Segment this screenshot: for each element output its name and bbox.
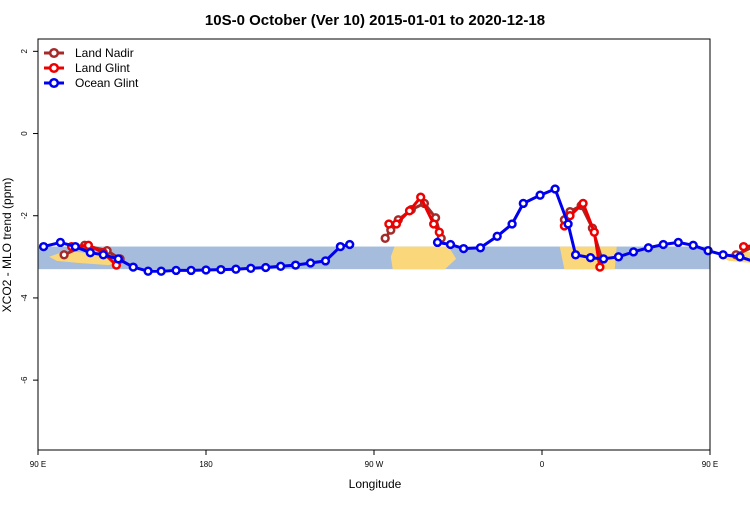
y-tick-label: -6 — [20, 376, 29, 384]
data-point — [382, 235, 389, 242]
data-point — [720, 251, 727, 258]
x-tick-label: 90 W — [365, 460, 384, 469]
data-point — [158, 268, 165, 275]
data-point — [247, 265, 254, 272]
data-point — [292, 262, 299, 269]
data-point — [597, 264, 604, 271]
data-point — [737, 253, 744, 260]
data-point — [85, 242, 92, 249]
data-point — [337, 243, 344, 250]
legend-label: Land Nadir — [75, 46, 134, 60]
data-point — [145, 268, 152, 275]
data-point — [567, 212, 574, 219]
data-point — [645, 244, 652, 251]
x-axis-label: Longitude — [349, 477, 402, 491]
data-point — [40, 243, 47, 250]
legend-marker — [50, 79, 58, 87]
data-point — [233, 266, 240, 273]
data-point — [57, 239, 64, 246]
data-point — [565, 221, 572, 228]
y-tick-label: 0 — [20, 131, 29, 136]
y-tick-label: 2 — [20, 49, 29, 54]
data-point — [393, 221, 400, 228]
data-point — [436, 229, 443, 236]
data-point — [675, 239, 682, 246]
data-point — [580, 200, 587, 207]
data-point — [660, 241, 667, 248]
data-point — [740, 243, 747, 250]
data-point — [630, 249, 637, 256]
data-point — [520, 200, 527, 207]
data-point — [406, 207, 413, 214]
data-point — [115, 256, 122, 263]
plot-frame — [38, 39, 710, 450]
x-tick-label: 0 — [540, 460, 545, 469]
data-point — [552, 186, 559, 193]
data-point — [130, 264, 137, 271]
data-point — [346, 241, 353, 248]
data-point — [430, 221, 437, 228]
data-point — [690, 242, 697, 249]
x-tick-label: 90 E — [30, 460, 46, 469]
y-tick-label: -4 — [20, 294, 29, 302]
legend-label: Ocean Glint — [75, 76, 139, 90]
data-point — [447, 241, 454, 248]
legend-marker — [50, 49, 58, 57]
data-point — [494, 233, 501, 240]
y-axis-label: XCO2 - MLO trend (ppm) — [0, 178, 14, 313]
data-point — [277, 263, 284, 270]
data-point — [537, 192, 544, 199]
data-point — [173, 267, 180, 274]
data-point — [203, 267, 210, 274]
x-tick-label: 90 E — [702, 460, 718, 469]
data-point — [386, 221, 393, 228]
data-point — [72, 243, 79, 250]
chart-title: 10S-0 October (Ver 10) 2015-01-01 to 202… — [205, 12, 545, 29]
data-point — [615, 253, 622, 260]
data-point — [262, 264, 269, 271]
data-point — [218, 266, 225, 273]
data-point — [100, 251, 107, 258]
data-point — [322, 258, 329, 265]
data-point — [587, 254, 594, 261]
data-point — [307, 260, 314, 267]
data-point — [417, 194, 424, 201]
data-point — [600, 256, 607, 263]
data-point — [188, 267, 195, 274]
legend-label: Land Glint — [75, 61, 130, 75]
data-point — [460, 245, 467, 252]
data-point — [477, 244, 484, 251]
data-point — [61, 251, 68, 258]
y-tick-label: -2 — [20, 212, 29, 220]
south-america-land — [391, 247, 456, 270]
data-point — [509, 221, 516, 228]
data-point — [572, 251, 579, 258]
x-tick-label: 180 — [199, 460, 213, 469]
data-point — [434, 239, 441, 246]
data-point — [87, 249, 94, 256]
data-point — [591, 229, 598, 236]
legend-marker — [50, 64, 58, 72]
